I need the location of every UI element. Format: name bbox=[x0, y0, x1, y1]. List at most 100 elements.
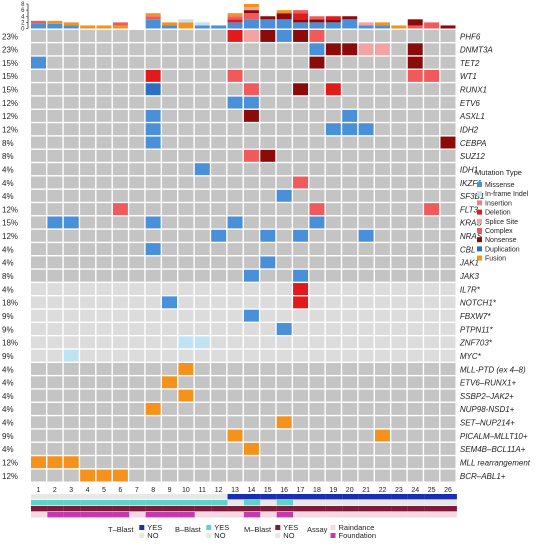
empty-cell bbox=[96, 109, 112, 122]
empty-cell bbox=[342, 256, 358, 269]
annotation-track-cell bbox=[293, 512, 310, 518]
row-gene-label: NOTCH1* bbox=[460, 299, 497, 308]
empty-cell bbox=[342, 402, 358, 415]
empty-cell bbox=[440, 83, 456, 96]
empty-cell bbox=[374, 56, 390, 69]
empty-cell bbox=[407, 243, 423, 256]
empty-cell bbox=[243, 429, 259, 442]
empty-cell bbox=[260, 83, 276, 96]
row-percentage: 12% bbox=[2, 112, 18, 121]
empty-cell bbox=[276, 442, 292, 455]
empty-cell bbox=[293, 336, 309, 349]
empty-cell bbox=[129, 363, 145, 375]
empty-cell bbox=[358, 323, 374, 335]
empty-cell bbox=[112, 429, 128, 442]
empty-cell bbox=[424, 43, 440, 56]
empty-cell bbox=[112, 176, 128, 189]
empty-cell bbox=[374, 109, 390, 122]
empty-cell bbox=[391, 376, 407, 389]
annotation-track-cell bbox=[211, 494, 228, 500]
row-gene-label: NUP98-NSD1+ bbox=[460, 405, 515, 414]
empty-cell bbox=[293, 256, 309, 269]
empty-cell bbox=[63, 136, 79, 149]
empty-cell bbox=[145, 189, 161, 202]
empty-cell bbox=[80, 389, 96, 402]
mutation-cell bbox=[31, 456, 46, 469]
empty-cell bbox=[96, 416, 112, 429]
top-bar-segment bbox=[145, 19, 161, 29]
annotation-track-cell bbox=[178, 506, 195, 512]
empty-cell bbox=[211, 376, 227, 389]
row-labels: 23% PHF6 23% DNMT3A 15% TET2 15% WT1 15% RUNX1 12%… bbox=[2, 32, 531, 481]
empty-cell bbox=[293, 442, 309, 455]
annotation-track-cell bbox=[342, 506, 359, 512]
annotation-legend-value: Raindance bbox=[339, 523, 375, 532]
empty-cell bbox=[243, 136, 259, 149]
empty-cell bbox=[293, 402, 309, 415]
empty-cell bbox=[129, 456, 145, 469]
empty-cell bbox=[162, 469, 178, 482]
empty-cell bbox=[374, 123, 390, 136]
annotation-track-cell bbox=[178, 512, 195, 518]
empty-cell bbox=[194, 149, 210, 162]
empty-cell bbox=[440, 69, 456, 82]
empty-cell bbox=[374, 283, 390, 295]
mutation-cell bbox=[145, 243, 161, 256]
empty-cell bbox=[424, 30, 440, 42]
empty-cell bbox=[227, 469, 243, 482]
annotation-track-cell bbox=[211, 506, 228, 512]
mutation-cell bbox=[325, 43, 341, 56]
row-percentage: 12% bbox=[2, 232, 18, 241]
empty-cell bbox=[145, 43, 161, 56]
row-gene-label: IDH1 bbox=[460, 165, 478, 174]
annotation-track-cell bbox=[47, 512, 64, 518]
empty-cell bbox=[31, 336, 46, 349]
empty-cell bbox=[96, 283, 112, 295]
empty-cell bbox=[424, 442, 440, 455]
annotation-track-cell bbox=[47, 506, 64, 512]
empty-cell bbox=[80, 30, 96, 42]
mutation-cell bbox=[243, 83, 259, 96]
empty-cell bbox=[276, 43, 292, 56]
mutation-cell bbox=[162, 296, 178, 309]
empty-cell bbox=[260, 389, 276, 402]
empty-cell bbox=[129, 469, 145, 482]
empty-cell bbox=[129, 216, 145, 229]
empty-cell bbox=[96, 269, 112, 282]
annotation-track-cell bbox=[129, 506, 146, 512]
mutation-cell bbox=[243, 442, 259, 455]
empty-cell bbox=[227, 269, 243, 282]
empty-cell bbox=[293, 309, 309, 322]
annotation-track-cell bbox=[31, 494, 48, 500]
annotation-legend-swatch bbox=[330, 533, 336, 538]
annotation-track-cell bbox=[211, 500, 228, 506]
empty-cell bbox=[374, 309, 390, 322]
empty-cell bbox=[293, 136, 309, 149]
empty-cell bbox=[31, 429, 46, 442]
top-bar-segment bbox=[243, 19, 259, 29]
mutation-cell bbox=[112, 203, 128, 216]
annotation-track-cell bbox=[63, 494, 81, 500]
mutation-type-legend: Mutation Type Missense In-frame Indel Inser… bbox=[475, 168, 529, 263]
empty-cell bbox=[391, 429, 407, 442]
empty-cell bbox=[178, 376, 194, 389]
empty-cell bbox=[112, 256, 128, 269]
legend-swatch bbox=[477, 200, 482, 206]
annotation-track-cell bbox=[63, 506, 81, 512]
annotation-track-cell bbox=[243, 506, 261, 512]
empty-cell bbox=[129, 203, 145, 216]
empty-cell bbox=[194, 376, 210, 389]
empty-cell bbox=[227, 336, 243, 349]
mutation-cell bbox=[63, 456, 79, 469]
column-label: 9 bbox=[168, 487, 172, 494]
empty-cell bbox=[162, 323, 178, 335]
top-bar-segment bbox=[145, 16, 161, 20]
empty-cell bbox=[227, 296, 243, 309]
empty-cell bbox=[145, 456, 161, 469]
empty-cell bbox=[162, 243, 178, 256]
empty-cell bbox=[243, 456, 259, 469]
top-bar-segment bbox=[31, 20, 46, 24]
annotation-track-cell bbox=[80, 512, 97, 518]
empty-cell bbox=[342, 442, 358, 455]
